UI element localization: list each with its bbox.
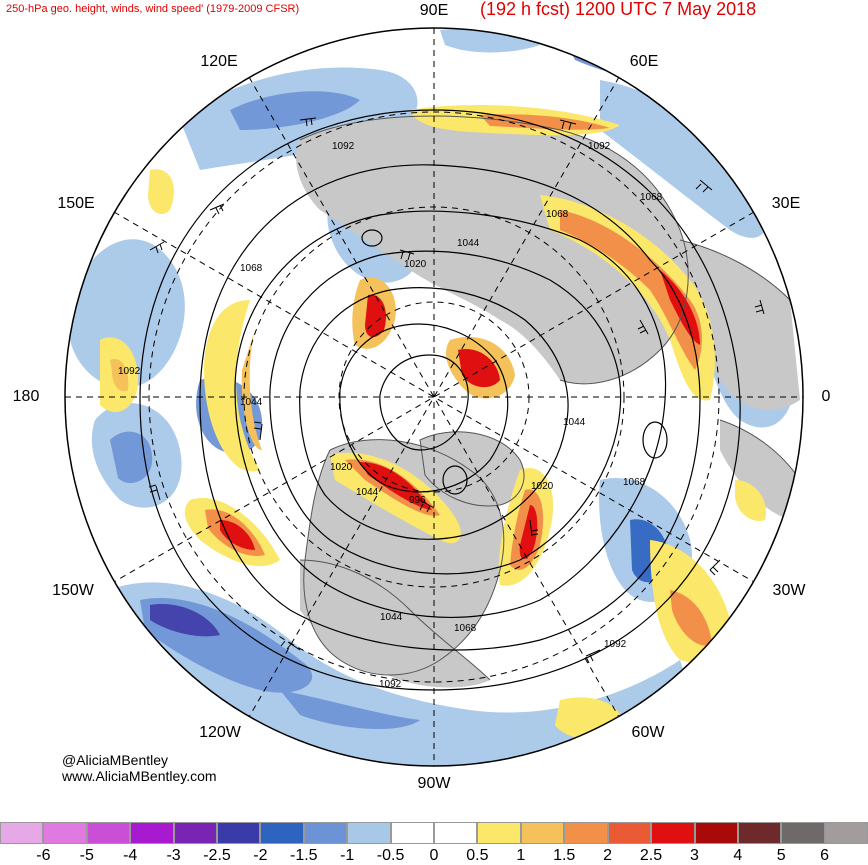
colorbar-segment: [520, 822, 565, 844]
colorbar-segment: [781, 822, 825, 844]
contour-label: 996: [409, 495, 426, 506]
contour-label: 1092: [118, 366, 141, 377]
colorbar-tick-label: 2: [603, 847, 613, 864]
longitude-label-90e: 90E: [419, 2, 449, 19]
colorbar-tick-label: 6: [820, 847, 830, 864]
longitude-label-120w: 120W: [199, 724, 241, 741]
colorbar-segment: [434, 822, 478, 844]
longitude-label-0: 0: [821, 388, 831, 405]
contour-label: 1044: [563, 417, 586, 428]
map-disk: 1092 1092 1068 1068 1020 1044 1092 1044 …: [65, 28, 803, 766]
contour-label: 1044: [356, 487, 379, 498]
contour-label: 1092: [588, 141, 611, 152]
longitude-label-180: 180: [12, 388, 40, 405]
contour-label: 1092: [332, 141, 355, 152]
longitude-label-30w: 30W: [772, 582, 806, 599]
coastlines: [299, 115, 801, 681]
longitude-label-90w: 90W: [417, 775, 451, 792]
colorbar-tick-label: -1: [340, 847, 355, 864]
colorbar-tick-label: 3: [689, 847, 699, 864]
colorbar-tick-label: 1: [516, 847, 526, 864]
colorbar-tick-label: -3: [166, 847, 181, 864]
contour-label: 1068: [546, 209, 569, 220]
colorbar-segment: [43, 822, 87, 844]
longitude-label-60e: 60E: [629, 53, 659, 70]
contour-label: 1020: [531, 481, 554, 492]
colorbar-tick-label: -2.5: [203, 847, 231, 864]
author-handle: @AliciaMBentley: [62, 752, 169, 768]
wind-barbs: [148, 117, 765, 664]
contour-label: 1068: [454, 623, 477, 634]
contour-label: 1068: [240, 263, 263, 274]
colorbar-segment: [824, 822, 868, 844]
colorbar-segment: [347, 822, 391, 844]
colorbar-ticks: -6 -5 -4 -3 -2.5 -2 -1.5 -1 -0.5 0 0.5 1 1.5 2 2.5 3 4 5 6: [0, 847, 868, 865]
colorbar-tick-label: -4: [123, 847, 138, 864]
contour-label: 1092: [379, 679, 402, 690]
height-contours: [139, 109, 741, 691]
contour-label: 1044: [380, 612, 403, 623]
map-boundary: [64, 27, 804, 767]
contour-label: 1068: [623, 477, 646, 488]
contour-label: 1068: [640, 192, 663, 203]
colorbar-segment: [303, 822, 348, 844]
colorbar-tick-label: 0: [429, 847, 439, 864]
colorbar-segment: [651, 822, 695, 844]
colorbar-segment: [477, 822, 521, 844]
polar-map: 1092 1092 1068 1068 1020 1044 1092 1044 …: [64, 27, 804, 767]
colorbar-segment: [86, 822, 131, 844]
colorbar-tick-label: -0.5: [376, 847, 405, 864]
colorbar-segment: [390, 822, 435, 844]
map-subtitle: 250-hPa geo. height, winds, wind speed' …: [6, 3, 300, 15]
colorbar-segment: [260, 822, 304, 844]
colorbar-tick-label: -6: [36, 847, 51, 864]
author-website: www.AliciaMBentley.com: [62, 768, 217, 784]
colorbar-segment: [130, 822, 174, 844]
contour-label: 1092: [604, 639, 627, 650]
longitude-label-150e: 150E: [57, 195, 95, 212]
colorbar-segment: [173, 822, 218, 844]
longitude-label-120e: 120E: [200, 53, 238, 70]
colorbar-tick-label: -5: [79, 847, 94, 864]
colorbar-segment: [607, 822, 652, 844]
colorbar-segment: [694, 822, 738, 844]
colorbar-segment: [217, 822, 261, 844]
contour-label: 1020: [404, 259, 427, 270]
contour-label: 1044: [457, 238, 480, 249]
height-contour-labels: 1092 1092 1068 1068 1020 1044 1092 1044 …: [118, 141, 663, 690]
colorbar-segment: [737, 822, 782, 844]
colorbar-tick-label: 0.5: [466, 847, 489, 864]
colorbar-tick-label: 2.5: [639, 847, 663, 864]
colorbar-tick-label: 4: [733, 847, 743, 864]
colorbar-tick-label: -2: [253, 847, 268, 864]
colorbar-segment: [0, 822, 44, 844]
colorbar-tick-label: 5: [776, 847, 786, 864]
colorbar-tick-label: 1.5: [553, 847, 576, 864]
longitude-label-60w: 60W: [631, 724, 665, 741]
contour-label: 1044: [240, 397, 263, 408]
contour-label: 1020: [330, 462, 353, 473]
forecast-valid-time: (192 h fcst) 1200 UTC 7 May 2018: [480, 0, 757, 19]
colorbar-tick-label: -1.5: [290, 847, 318, 864]
polar-stereographic-map: 1092 1092 1068 1068 1020 1044 1092 1044 …: [64, 27, 804, 767]
colorbar: [0, 822, 868, 844]
longitude-label-30e: 30E: [771, 195, 801, 212]
longitude-label-150w: 150W: [52, 582, 94, 599]
colorbar-segment: [564, 822, 608, 844]
